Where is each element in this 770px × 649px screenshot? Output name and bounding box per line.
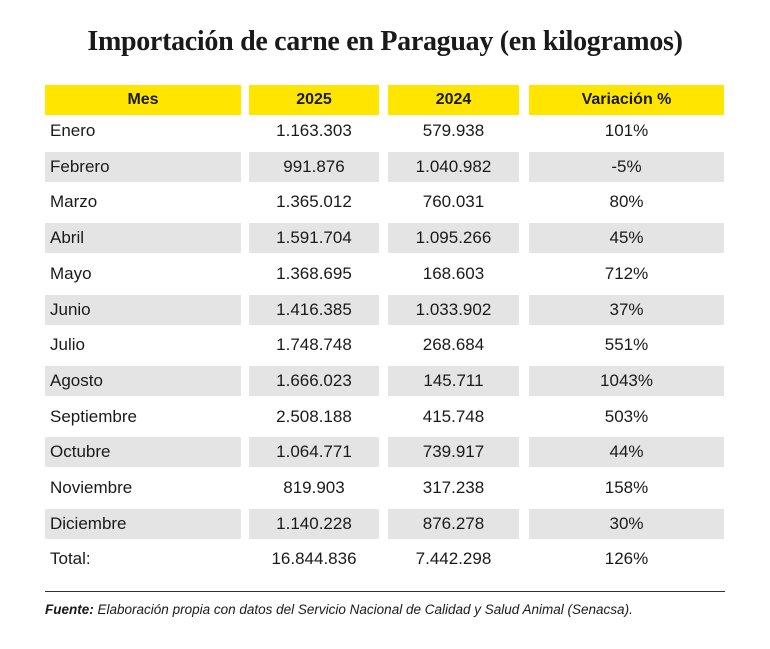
value-cell: 991.876 (249, 151, 379, 182)
value-cell: 1.368.695 (276, 263, 352, 283)
value-cell: 1.163.303 (276, 121, 352, 140)
month-cell: Julio (50, 335, 85, 355)
column-header: 2025 (249, 85, 379, 115)
month-cell: Noviembre (50, 478, 133, 497)
value-cell: 168.603 (422, 263, 485, 283)
value-cell: 101% (604, 121, 649, 140)
month-cell: Mayo (50, 263, 92, 283)
month-cell: Octubre (45, 437, 241, 468)
total-label: Total: (50, 549, 91, 569)
column-header: Variación % (529, 85, 724, 115)
footnote-text: Elaboración propia con datos del Servici… (97, 602, 633, 617)
value-cell: 876.278 (388, 508, 519, 539)
column-header: Mes (45, 85, 241, 115)
value-cell: 1.040.982 (388, 151, 519, 182)
value-cell: 415.748 (422, 406, 485, 426)
value-cell: 44% (529, 437, 724, 468)
value-cell: 1.365.012 (276, 192, 352, 212)
value-cell: 158% (604, 478, 649, 497)
value-cell: 819.903 (283, 478, 345, 497)
month-cell: Septiembre (50, 406, 137, 426)
divider (45, 591, 725, 592)
value-cell: 2.508.188 (276, 406, 352, 426)
footnote: Fuente: Elaboración propia con datos del… (45, 602, 633, 617)
value-cell: -5% (529, 151, 724, 182)
month-cell: Enero (50, 121, 96, 140)
month-cell: Abril (45, 223, 241, 254)
value-cell: 145.711 (388, 365, 519, 396)
footnote-label: Fuente: (45, 602, 94, 617)
month-cell: Agosto (45, 365, 241, 396)
value-cell: 1.140.228 (249, 508, 379, 539)
value-cell: 1.748.748 (276, 335, 352, 355)
value-cell: 1.416.385 (249, 294, 379, 325)
value-cell: 268.684 (422, 335, 485, 355)
total-cell: 16.844.836 (271, 549, 357, 569)
value-cell: 1.666.023 (249, 365, 379, 396)
total-cell: 7.442.298 (415, 549, 492, 569)
value-cell: 317.238 (422, 478, 485, 497)
value-cell: 579.938 (422, 121, 485, 140)
total-cell: 126% (604, 549, 649, 569)
value-cell: 1.033.902 (388, 294, 519, 325)
month-cell: Marzo (50, 192, 98, 212)
title: Importación de carne en Paraguay (en kil… (87, 26, 683, 57)
month-cell: Febrero (45, 151, 241, 182)
value-cell: 30% (529, 508, 724, 539)
value-cell: 503% (604, 406, 649, 426)
value-cell: 45% (529, 223, 724, 254)
value-cell: 739.917 (388, 437, 519, 468)
value-cell: 1.064.771 (249, 437, 379, 468)
month-cell: Junio (45, 294, 241, 325)
value-cell: 1.591.704 (249, 223, 379, 254)
month-cell: Diciembre (45, 508, 241, 539)
value-cell: 80% (609, 192, 644, 212)
value-cell: 712% (604, 263, 649, 283)
value-cell: 760.031 (422, 192, 485, 212)
value-cell: 1.095.266 (388, 223, 519, 254)
value-cell: 37% (529, 294, 724, 325)
value-cell: 551% (604, 335, 649, 355)
value-cell: 1043% (529, 365, 724, 396)
column-header: 2024 (388, 85, 519, 115)
